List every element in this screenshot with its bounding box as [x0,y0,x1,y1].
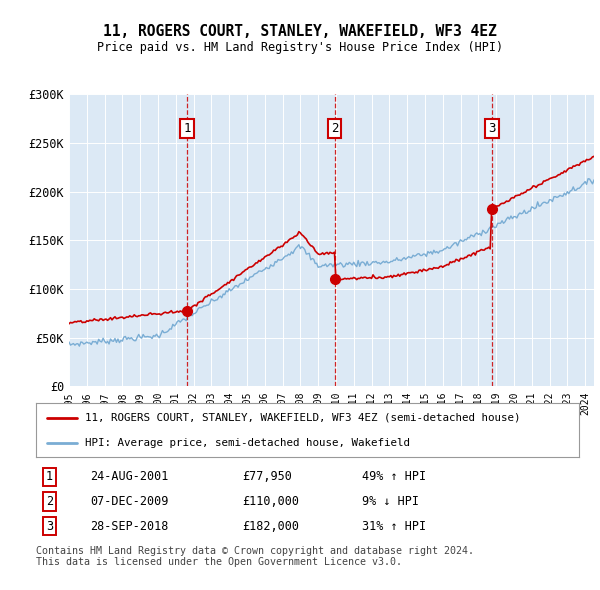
Text: Price paid vs. HM Land Registry's House Price Index (HPI): Price paid vs. HM Land Registry's House … [97,41,503,54]
Text: 9% ↓ HPI: 9% ↓ HPI [362,495,419,508]
Text: 2: 2 [331,122,338,135]
Text: HPI: Average price, semi-detached house, Wakefield: HPI: Average price, semi-detached house,… [85,438,410,448]
Text: £77,950: £77,950 [242,470,292,483]
Text: £110,000: £110,000 [242,495,299,508]
Text: Contains HM Land Registry data © Crown copyright and database right 2024.
This d: Contains HM Land Registry data © Crown c… [36,546,474,568]
Text: 2: 2 [46,495,53,508]
Text: 28-SEP-2018: 28-SEP-2018 [91,520,169,533]
Text: 24-AUG-2001: 24-AUG-2001 [91,470,169,483]
Text: 3: 3 [46,520,53,533]
Text: 31% ↑ HPI: 31% ↑ HPI [362,520,426,533]
Text: 3: 3 [488,122,496,135]
Text: 1: 1 [46,470,53,483]
Text: 49% ↑ HPI: 49% ↑ HPI [362,470,426,483]
Text: 11, ROGERS COURT, STANLEY, WAKEFIELD, WF3 4EZ: 11, ROGERS COURT, STANLEY, WAKEFIELD, WF… [103,24,497,38]
Text: 1: 1 [184,122,191,135]
Text: 11, ROGERS COURT, STANLEY, WAKEFIELD, WF3 4EZ (semi-detached house): 11, ROGERS COURT, STANLEY, WAKEFIELD, WF… [85,412,520,422]
Text: £182,000: £182,000 [242,520,299,533]
Text: 07-DEC-2009: 07-DEC-2009 [91,495,169,508]
